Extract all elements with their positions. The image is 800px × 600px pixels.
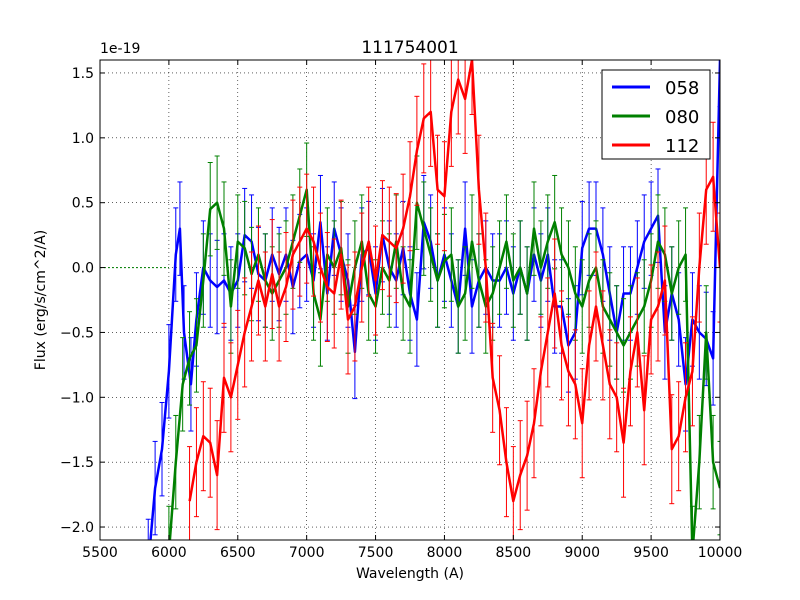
y-tick-label: 0.5 xyxy=(72,196,94,212)
legend-label-058: 058 xyxy=(665,78,699,99)
y-tick-label: −2.0 xyxy=(60,520,94,536)
x-tick-label: 9000 xyxy=(564,545,600,561)
chart-title: 111754001 xyxy=(361,38,458,58)
legend-label-112: 112 xyxy=(665,136,699,157)
y-tick-label: 1.0 xyxy=(72,131,94,147)
x-tick-label: 5500 xyxy=(82,545,118,561)
y-axis-label: Flux (erg/s/cm^2/A) xyxy=(33,230,49,370)
x-tick-label: 6000 xyxy=(151,545,187,561)
y-tick-label: −1.0 xyxy=(60,390,94,406)
legend: 058 080 112 xyxy=(601,69,711,160)
axis-ticks: 5500 6000 6500 7000 7500 8000 8500 9000 9500 1000… xyxy=(60,60,742,561)
y-tick-label: 0.0 xyxy=(72,261,94,277)
x-tick-label: 7500 xyxy=(358,545,394,561)
x-tick-label: 6500 xyxy=(220,545,256,561)
y-tick-label: −1.5 xyxy=(60,455,94,471)
series-line-080 xyxy=(168,188,720,540)
x-tick-label: 8500 xyxy=(496,545,532,561)
series-112 xyxy=(187,60,720,540)
series-line-112 xyxy=(188,60,720,503)
y-offset-label: 1e-19 xyxy=(100,41,140,57)
x-tick-label: 7000 xyxy=(289,545,325,561)
y-tick-label: −0.5 xyxy=(60,325,94,341)
legend-label-080: 080 xyxy=(665,107,699,128)
y-tick-label: 1.5 xyxy=(72,66,94,82)
axes-frame xyxy=(99,59,721,541)
x-axis-label: Wavelength (A) xyxy=(356,566,464,582)
x-tick-label: 8000 xyxy=(427,545,463,561)
plot-area xyxy=(145,60,720,540)
x-tick-label: 9500 xyxy=(633,545,669,561)
x-tick-label: 10000 xyxy=(698,545,743,561)
